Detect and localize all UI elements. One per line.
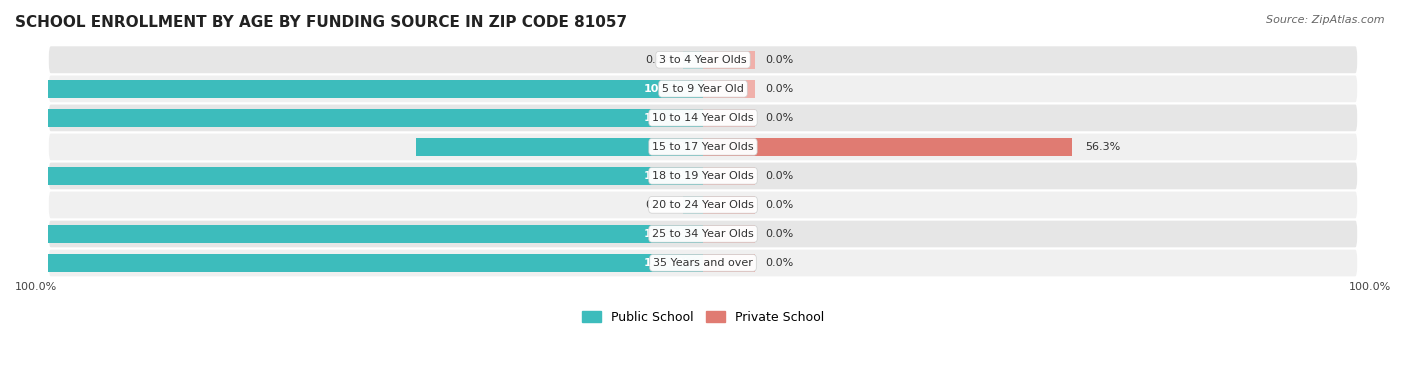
Bar xyxy=(703,196,755,214)
FancyBboxPatch shape xyxy=(48,248,1358,277)
Text: 35 Years and over: 35 Years and over xyxy=(652,258,754,268)
Text: 18 to 19 Year Olds: 18 to 19 Year Olds xyxy=(652,171,754,181)
Text: 43.8%: 43.8% xyxy=(651,142,690,152)
Text: 3 to 4 Year Olds: 3 to 4 Year Olds xyxy=(659,55,747,65)
Text: 100.0%: 100.0% xyxy=(644,229,690,239)
Bar xyxy=(683,196,703,214)
Text: 100.0%: 100.0% xyxy=(644,113,690,123)
FancyBboxPatch shape xyxy=(48,74,1358,103)
Bar xyxy=(416,138,703,156)
Bar xyxy=(703,138,1071,156)
Bar xyxy=(48,225,703,243)
Bar xyxy=(48,109,703,127)
Text: 0.0%: 0.0% xyxy=(765,171,793,181)
Text: 0.0%: 0.0% xyxy=(765,84,793,94)
Text: 100.0%: 100.0% xyxy=(1348,282,1391,292)
Bar xyxy=(48,167,703,185)
Text: 25 to 34 Year Olds: 25 to 34 Year Olds xyxy=(652,229,754,239)
FancyBboxPatch shape xyxy=(48,45,1358,74)
Text: 5 to 9 Year Old: 5 to 9 Year Old xyxy=(662,84,744,94)
Text: 0.0%: 0.0% xyxy=(765,229,793,239)
Bar xyxy=(48,254,703,272)
Bar xyxy=(703,167,755,185)
Text: 100.0%: 100.0% xyxy=(15,282,58,292)
FancyBboxPatch shape xyxy=(48,103,1358,132)
Text: SCHOOL ENROLLMENT BY AGE BY FUNDING SOURCE IN ZIP CODE 81057: SCHOOL ENROLLMENT BY AGE BY FUNDING SOUR… xyxy=(15,15,627,30)
Bar xyxy=(703,254,755,272)
Text: 56.3%: 56.3% xyxy=(1085,142,1121,152)
Bar xyxy=(703,80,755,98)
Text: 100.0%: 100.0% xyxy=(644,171,690,181)
Text: 20 to 24 Year Olds: 20 to 24 Year Olds xyxy=(652,200,754,210)
Text: 0.0%: 0.0% xyxy=(645,55,673,65)
FancyBboxPatch shape xyxy=(48,219,1358,248)
Bar xyxy=(48,80,703,98)
Text: 0.0%: 0.0% xyxy=(765,55,793,65)
Text: 100.0%: 100.0% xyxy=(644,84,690,94)
Text: Source: ZipAtlas.com: Source: ZipAtlas.com xyxy=(1267,15,1385,25)
Text: 0.0%: 0.0% xyxy=(765,113,793,123)
Text: 0.0%: 0.0% xyxy=(765,200,793,210)
Bar xyxy=(703,51,755,69)
Text: 10 to 14 Year Olds: 10 to 14 Year Olds xyxy=(652,113,754,123)
Bar xyxy=(703,109,755,127)
Text: 0.0%: 0.0% xyxy=(645,200,673,210)
Legend: Public School, Private School: Public School, Private School xyxy=(576,305,830,328)
Text: 0.0%: 0.0% xyxy=(765,258,793,268)
FancyBboxPatch shape xyxy=(48,132,1358,161)
FancyBboxPatch shape xyxy=(48,190,1358,219)
Bar xyxy=(703,225,755,243)
Bar xyxy=(683,51,703,69)
Text: 15 to 17 Year Olds: 15 to 17 Year Olds xyxy=(652,142,754,152)
FancyBboxPatch shape xyxy=(48,161,1358,190)
Text: 100.0%: 100.0% xyxy=(644,258,690,268)
